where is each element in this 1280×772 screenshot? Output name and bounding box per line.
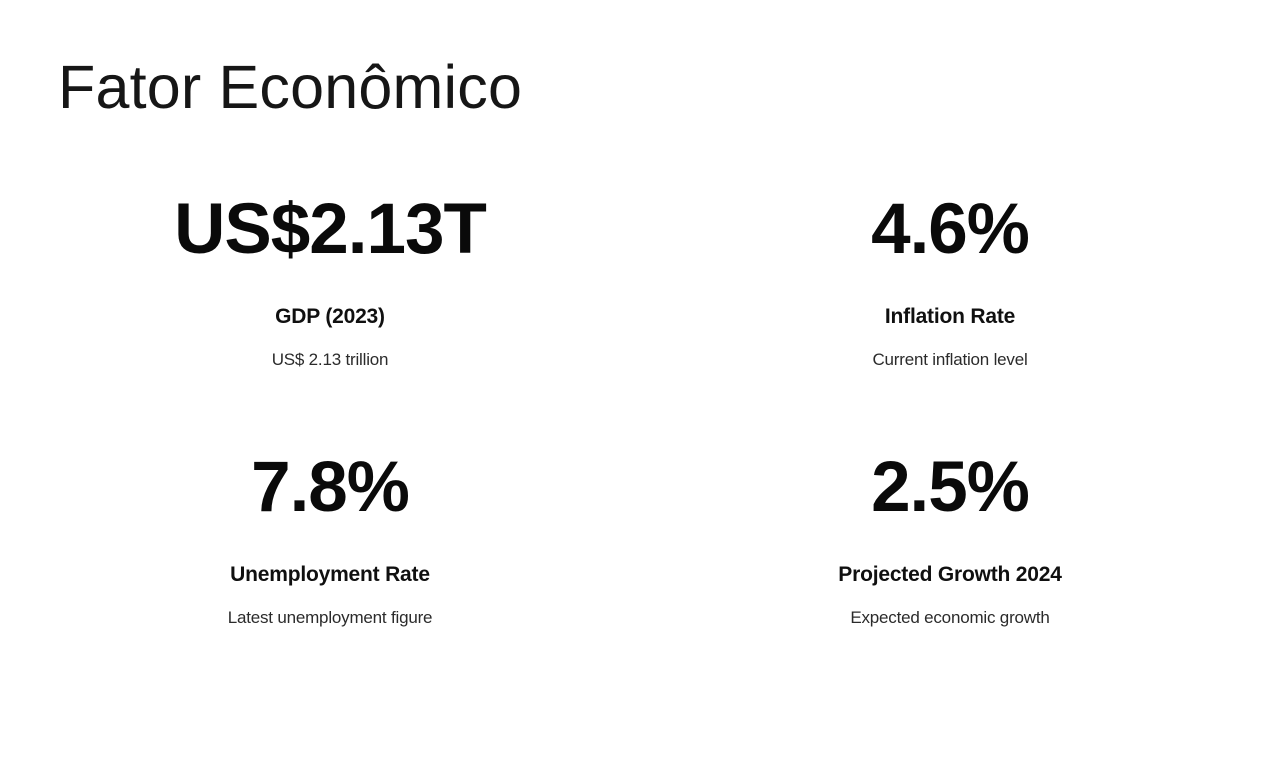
- stat-description: US$ 2.13 trillion: [271, 350, 389, 370]
- stat-label: Unemployment Rate: [230, 562, 430, 586]
- stat-card-projected-growth: 2.5% Projected Growth 2024 Expected econ…: [838, 447, 1062, 628]
- stat-label: Inflation Rate: [884, 305, 1016, 329]
- stat-value: 2.5%: [871, 447, 1030, 527]
- stat-label: Projected Growth 2024: [838, 562, 1062, 586]
- slide: Fator Econômico US$2.13T GDP (2023) US$ …: [0, 52, 1280, 772]
- stat-card-unemployment: 7.8% Unemployment Rate Latest unemployme…: [228, 452, 433, 628]
- stat-description: Latest unemployment figure: [227, 607, 433, 627]
- stat-label: GDP (2023): [275, 305, 385, 329]
- stat-value: 4.6%: [871, 190, 1030, 270]
- stat-card-gdp: US$2.13T GDP (2023) US$ 2.13 trillion: [174, 190, 487, 370]
- page-title: Fator Econômico: [58, 53, 523, 121]
- stat-card-inflation: 4.6% Inflation Rate Current inflation le…: [871, 190, 1030, 370]
- stats-grid: US$2.13T GDP (2023) US$ 2.13 trillion 4.…: [20, 194, 1260, 627]
- stat-description: Expected economic growth: [850, 607, 1050, 627]
- stat-value: US$2.13T: [174, 190, 487, 270]
- stat-value: 7.8%: [251, 447, 410, 527]
- stat-description: Current inflation level: [872, 350, 1028, 370]
